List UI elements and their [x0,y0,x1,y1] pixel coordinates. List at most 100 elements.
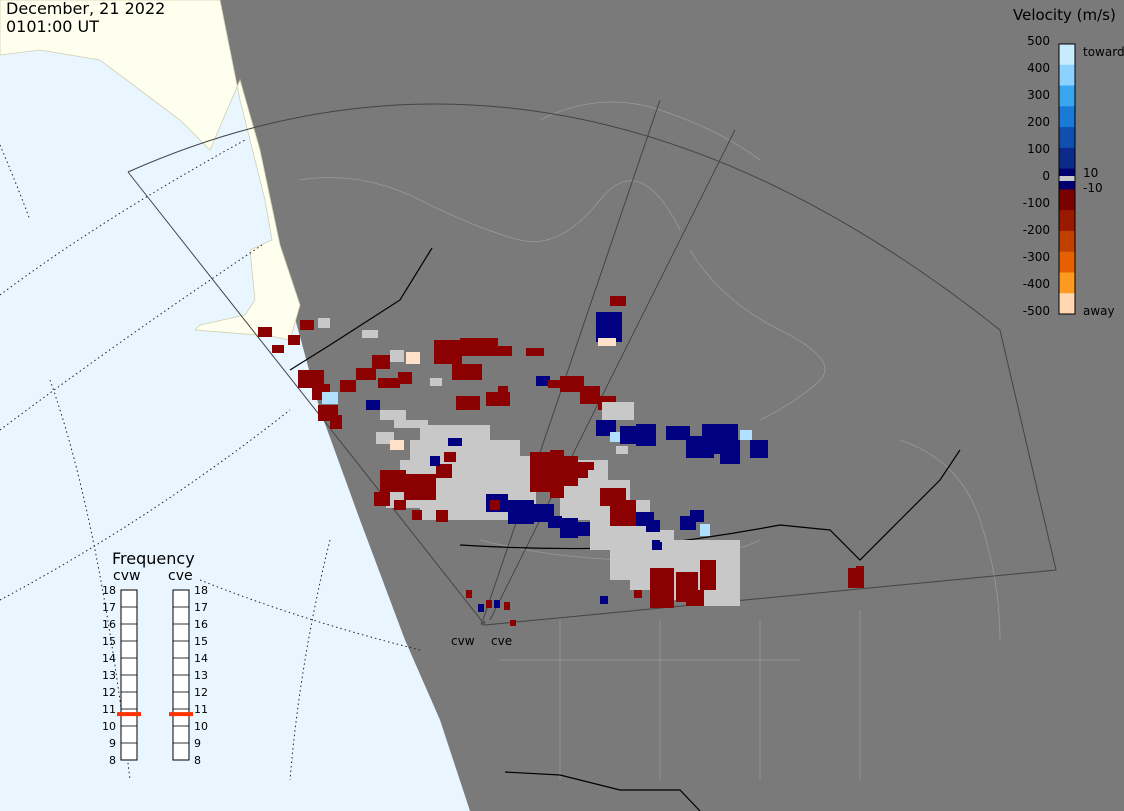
scatter-cell [564,456,578,486]
colorbar-zero-band [1059,176,1075,181]
scatter-cell [430,378,442,386]
scatter-cell [504,602,510,610]
freq-scale-label: 18 [102,584,116,597]
scatter-cell [490,500,500,510]
scatter-cell [720,440,740,464]
freq-scale-label: 12 [194,686,208,699]
scatter-cell [448,438,462,446]
colorbar-segment [1059,44,1075,66]
scatter-cell [610,296,626,306]
scatter-cell [456,396,480,410]
colorbar-segment [1059,230,1075,253]
colorbar-tick-label: 300 [1027,88,1050,102]
scatter-cell [466,590,472,598]
scatter-cell [406,352,420,364]
freq-scale-label: 10 [194,720,208,733]
scatter-cell [430,456,440,466]
cvw-station-label: cvw [451,634,475,648]
colorbar-tick-label: -100 [1023,196,1050,210]
freq-scale-label: 16 [102,618,116,631]
scatter-cell [652,540,662,550]
scatter-cell [666,426,690,440]
cvw-freq-label: cvw [113,568,141,584]
scatter-cell [700,524,710,536]
scatter-cell [560,518,578,538]
scatter-cell [376,432,394,444]
colorbar-inner-label: 10 [1083,166,1098,180]
scatter-cell [620,426,638,444]
scatter-cell [856,566,864,588]
scatter-cell [498,386,508,394]
scatter-cell [650,568,674,608]
scatter-cell [288,335,300,345]
scatter-cell [374,492,390,506]
scatter-cell [272,345,284,353]
colorbar-segment [1059,85,1075,107]
scatter-cell [394,500,406,510]
freq-scale-label: 14 [102,652,116,665]
colorbar-segment [1059,106,1075,128]
freq-scale-label: 17 [194,601,208,614]
colorbar-tick-label: 500 [1027,34,1050,48]
cve-freq-label: cve [168,568,193,584]
scatter-cell [398,372,412,384]
velocity-title: Velocity (m/s) [1013,6,1116,24]
colorbar-tick-label: -300 [1023,250,1050,264]
freq-scale-label: 15 [194,635,208,648]
colorbar-frame [1058,43,1076,315]
scatter-cell [498,346,512,356]
colorbar-tick-label: -400 [1023,277,1050,291]
scatter-cell [598,338,616,346]
scatter-cell [616,446,628,454]
time-label: 0101:00 UT [6,17,100,36]
freq-scale-label: 11 [102,703,116,716]
cvw-freq-marker [117,712,141,717]
scatter-cell [660,530,674,542]
scatter-cell [596,312,622,342]
scatter-cells [258,296,864,626]
scatter-cell [436,510,448,522]
scatter-cell [444,452,456,462]
scatter-cell [588,470,600,482]
freq-scale-label: 17 [102,601,116,614]
scatter-cell [340,380,356,392]
freq-scale-label: 16 [194,618,208,631]
scatter-cell [508,500,534,524]
scatter-cell [700,560,716,590]
colorbar-tick-label: -200 [1023,223,1050,237]
colorbar-tick-label: 400 [1027,61,1050,75]
scatter-cell [298,370,324,388]
scatter-cell [394,420,428,428]
scatter-cell [634,590,642,598]
colorbar-tick-label: -500 [1023,304,1050,318]
freq-scale-label: 10 [102,720,116,733]
scatter-cell [602,402,634,420]
scatter-cell [580,386,600,404]
colorbar-tick-label: 0 [1042,169,1050,183]
scatter-cell [258,327,272,337]
frequency-panel: 18 17 16 15 14 13 12 11 10 9 8 18 17 16 15 14 13 12 11 10 9 8 [102,584,208,767]
colorbar-segment [1059,293,1075,315]
freq-scale-label: 12 [102,686,116,699]
graticule [0,139,421,781]
scatter-cell [318,318,330,328]
colorbar-tick-label: 200 [1027,115,1050,129]
scatter-cell [380,470,406,492]
freq-scale-label: 8 [109,754,116,767]
scatter-cell [560,376,584,392]
scatter-cell [750,440,768,458]
scatter-cell [686,590,704,606]
scatter-cell [486,392,510,406]
scatter-cell [624,514,638,526]
scatter-cell [526,348,544,356]
colorbar-inner-label: -10 [1083,181,1103,195]
scatter-cell [536,376,550,386]
scatter-cell [356,368,376,380]
cve-freq-marker [169,712,193,717]
scatter-cell [740,430,752,440]
scatter-cell [362,330,378,338]
date-label: December, 21 2022 [6,0,166,18]
colorbar-segment [1059,251,1075,273]
